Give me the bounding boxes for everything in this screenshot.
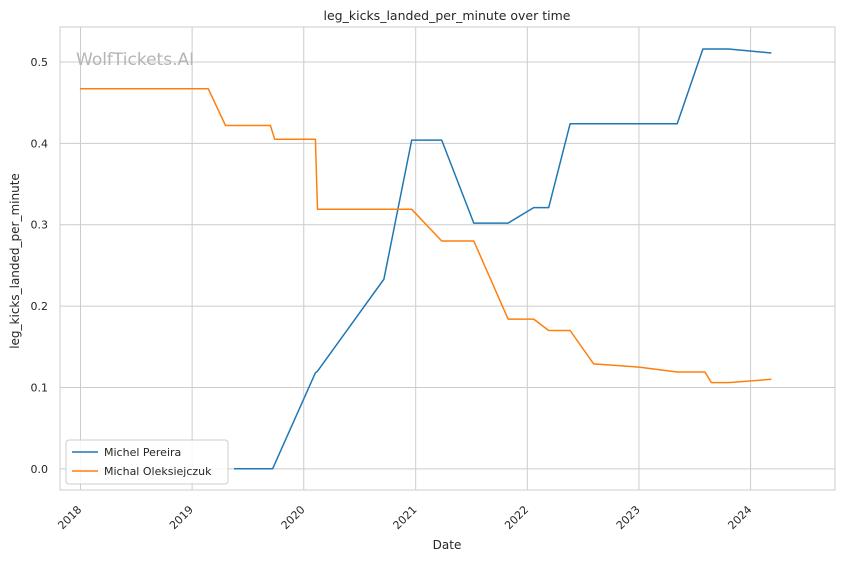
series-line-michal-oleksiejczuk	[79, 88, 772, 384]
y-tick-label-0.2: 0.2	[31, 300, 49, 313]
y-tick-label-0.5: 0.5	[31, 56, 49, 69]
y-tick-label-0.1: 0.1	[31, 381, 49, 394]
x-axis-label: Date	[433, 538, 462, 552]
y-tick-label-0.3: 0.3	[31, 219, 49, 232]
y-tick-label-0.4: 0.4	[31, 137, 49, 150]
series-line-michel-pereira	[234, 48, 772, 470]
y-tick-label-0.0: 0.0	[31, 463, 49, 476]
legend-label-michel-pereira: Michel Pereira	[104, 446, 181, 459]
series-layer	[79, 48, 772, 470]
chart-title: leg_kicks_landed_per_minute over time	[324, 8, 571, 23]
legend: Michel Pereira Michal Oleksiejczuk	[65, 439, 229, 485]
legend-box	[65, 439, 229, 485]
plot-frame	[59, 26, 836, 491]
legend-label-michal-oleksiejczuk: Michal Oleksiejczuk	[104, 465, 212, 478]
watermark-text: WolfTickets.AI	[76, 50, 194, 70]
y-axis-label: leg_kicks_landed_per_minute	[8, 173, 22, 349]
